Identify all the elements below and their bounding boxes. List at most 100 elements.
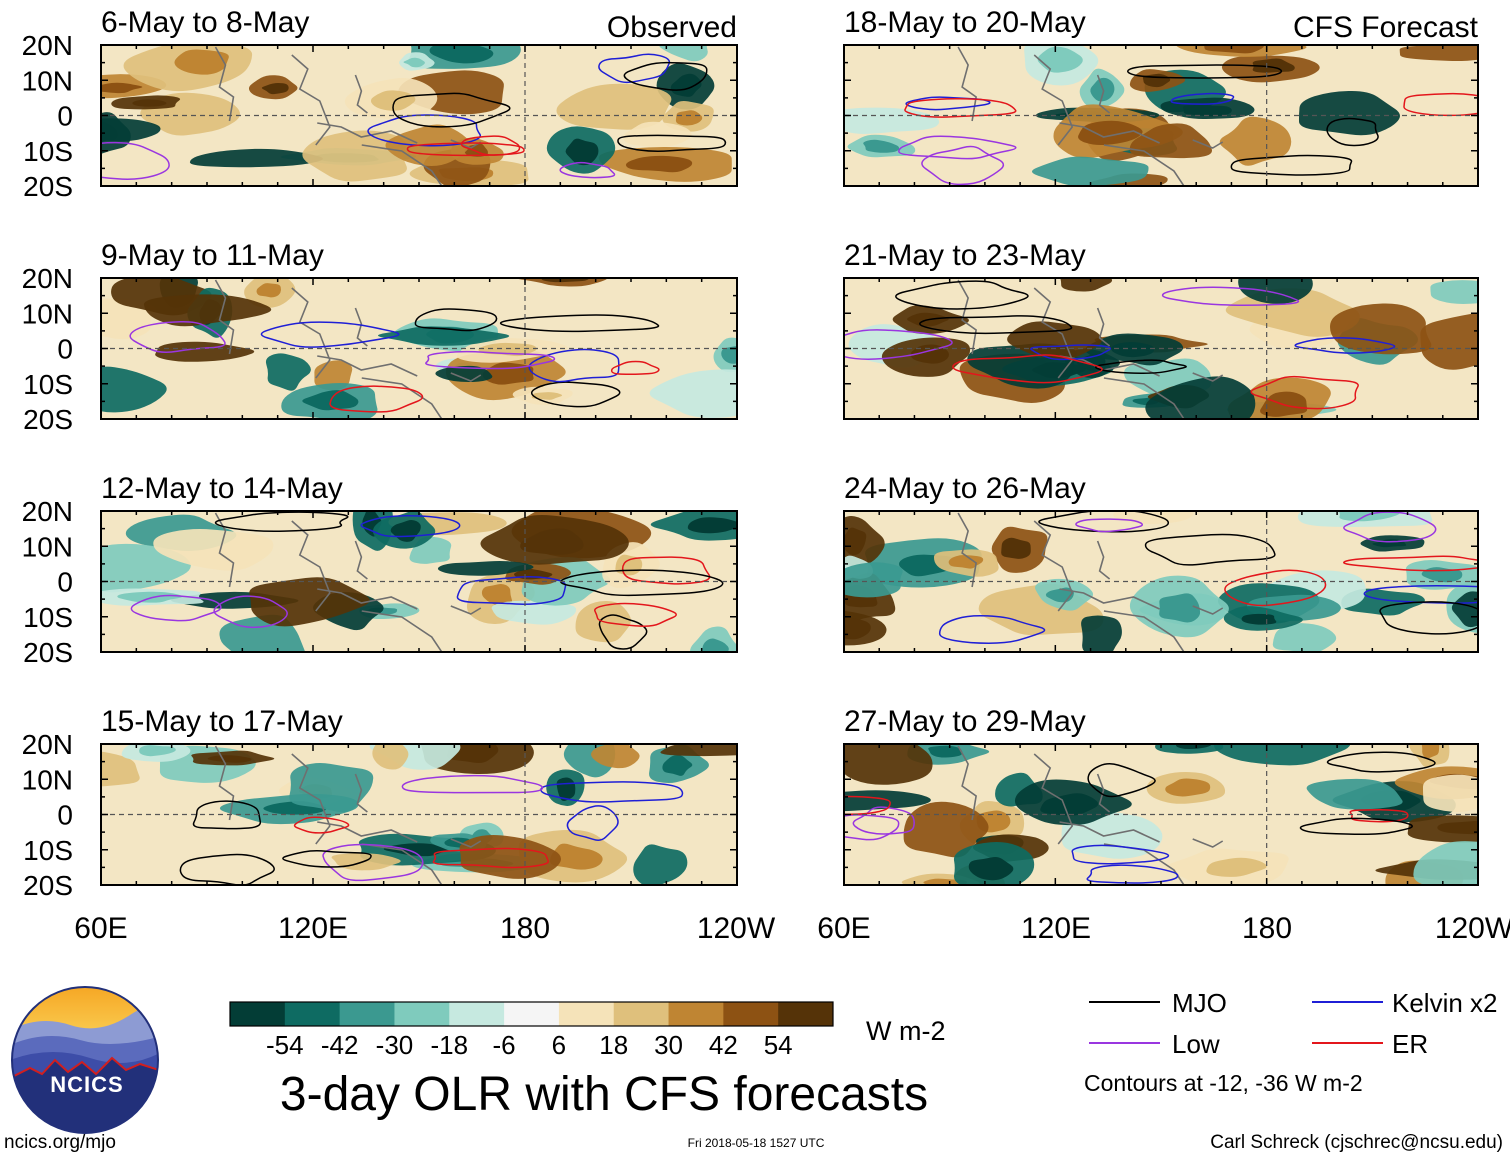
olr-anomaly-blob [1422, 774, 1478, 813]
y-tick-label: 20S [23, 637, 73, 668]
wave-contour [1161, 286, 1300, 306]
colorbar-label: 18 [599, 1030, 628, 1060]
wave-contour [621, 556, 711, 585]
colorbar-swatch [339, 1002, 395, 1026]
wave-contour [844, 329, 953, 360]
wave-contour [360, 515, 461, 538]
wave-contour [499, 314, 660, 333]
wave-contour [1379, 601, 1478, 635]
olr-anomaly-core [403, 57, 425, 68]
y-tick-label: 10S [23, 136, 73, 167]
panel-period-label: 9-May to 11-May [101, 239, 324, 272]
olr-anomaly-core [1204, 45, 1264, 54]
colorbar-swatch [778, 1002, 834, 1026]
olr-anomaly-blob [591, 744, 640, 769]
map-panel: 20N10N010S20S18-May to 20-May [843, 6, 1479, 187]
olr-anomaly-core [1206, 857, 1267, 877]
olr-anomaly-blob [1219, 116, 1292, 166]
y-tick-label: 20N [22, 729, 73, 760]
colorbar: -54 -42 -30 -18 -6 6 18 30 42 54 [229, 1001, 834, 1060]
olr-anomaly-core [132, 99, 167, 107]
colorbar-label: -18 [430, 1030, 468, 1060]
olr-anomaly-core [844, 618, 871, 640]
wave-contour [322, 843, 424, 882]
legend-label-er: ER [1392, 1029, 1428, 1059]
olr-anomaly-blob [1129, 123, 1212, 159]
colorbar-label: -30 [376, 1030, 414, 1060]
wave-contour [594, 602, 677, 627]
olr-anomaly-core [1037, 46, 1083, 73]
olr-anomaly-blob [101, 751, 140, 787]
olr-anomaly-core [1111, 342, 1155, 358]
olr-anomaly-blob [623, 121, 692, 147]
olr-anomaly-blob [1272, 623, 1337, 652]
wave-contour [1075, 518, 1144, 533]
panel-period-label: 6-May to 8-May [101, 6, 309, 39]
olr-anomaly-core [383, 843, 450, 857]
olr-anomaly-core [429, 45, 494, 64]
chart-title: 3-day OLR with CFS forecasts [280, 1068, 928, 1121]
olr-anomaly-blob [377, 326, 510, 346]
olr-anomaly-blob [289, 763, 374, 813]
y-tick-label: 10N [22, 531, 73, 562]
olr-anomaly-core [1159, 593, 1201, 623]
wave-contour [1071, 844, 1170, 865]
wave-contour [560, 569, 724, 597]
olr-anomaly-blob [101, 366, 167, 413]
colorbar-swatch [558, 1002, 615, 1026]
olr-anomaly-blob [1330, 303, 1432, 355]
wave-contour [1363, 585, 1478, 604]
olr-anomaly-blob [1060, 278, 1113, 292]
colorbar-units: W m-2 [866, 1016, 945, 1046]
coastline [214, 512, 482, 652]
olr-anomaly-core [1078, 120, 1143, 146]
wave-contour [406, 142, 525, 157]
olr-anomaly-core [1437, 820, 1478, 835]
logo-text: NCICS [50, 1072, 123, 1097]
y-tick-label: 10S [23, 369, 73, 400]
footer-url[interactable]: ncics.org/mjo [4, 1132, 116, 1153]
olr-anomaly-blob [844, 562, 903, 598]
legend-label-low: Low [1172, 1029, 1220, 1059]
y-tick-label: 20S [23, 870, 73, 901]
olr-anomaly-blob [1430, 280, 1478, 304]
wave-contour [214, 511, 349, 532]
wave-contour [293, 816, 350, 834]
olr-anomaly-blob [649, 369, 737, 419]
x-tick-label: 120E [1021, 912, 1091, 945]
wave-contour [528, 348, 620, 383]
x-tick-label: 120E [278, 912, 348, 945]
y-tick-label: 10S [23, 602, 73, 633]
contour-note: Contours at -12, -36 W m-2 [1084, 1070, 1363, 1096]
ncics-logo: NCICS [11, 986, 159, 1134]
wave-contour [1349, 809, 1409, 823]
y-tick-label: 10N [22, 298, 73, 329]
olr-anomaly-blob [903, 801, 989, 858]
y-tick-label: 10S [23, 835, 73, 866]
y-tick-label: 0 [57, 567, 73, 598]
olr-anomaly-core [1182, 105, 1232, 117]
colorbar-swatch [230, 1002, 286, 1026]
wave-contour [938, 614, 1046, 644]
wave-contour [192, 800, 262, 830]
wave-contour [179, 853, 275, 885]
wave-contour [559, 161, 616, 179]
map-panel: 20N10N010S20S27-May to 29-May [843, 705, 1479, 886]
wave-contour [898, 135, 1017, 160]
olr-anomaly-core [1338, 511, 1401, 522]
olr-anomaly-blob [189, 148, 323, 168]
olr-anomaly-blob [459, 835, 561, 879]
wave-contour [617, 134, 727, 152]
olr-anomaly-blob [372, 744, 409, 770]
wave-contour [623, 61, 708, 91]
wave-contour [919, 315, 1073, 335]
wave-contour [1095, 359, 1187, 374]
y-tick-label: 0 [57, 101, 73, 132]
x-tick-label: 180 [1242, 912, 1292, 945]
map-panel: 20N10N010S20S24-May to 26-May [843, 472, 1479, 653]
map-panel: 20N 10N 0 10S 20S 15-May to 17-May [22, 705, 738, 901]
olr-anomaly-core [1175, 744, 1212, 750]
olr-anomaly-core [968, 856, 1014, 881]
olr-anomaly-core [928, 745, 963, 758]
y-tick-label: 10N [22, 65, 73, 96]
